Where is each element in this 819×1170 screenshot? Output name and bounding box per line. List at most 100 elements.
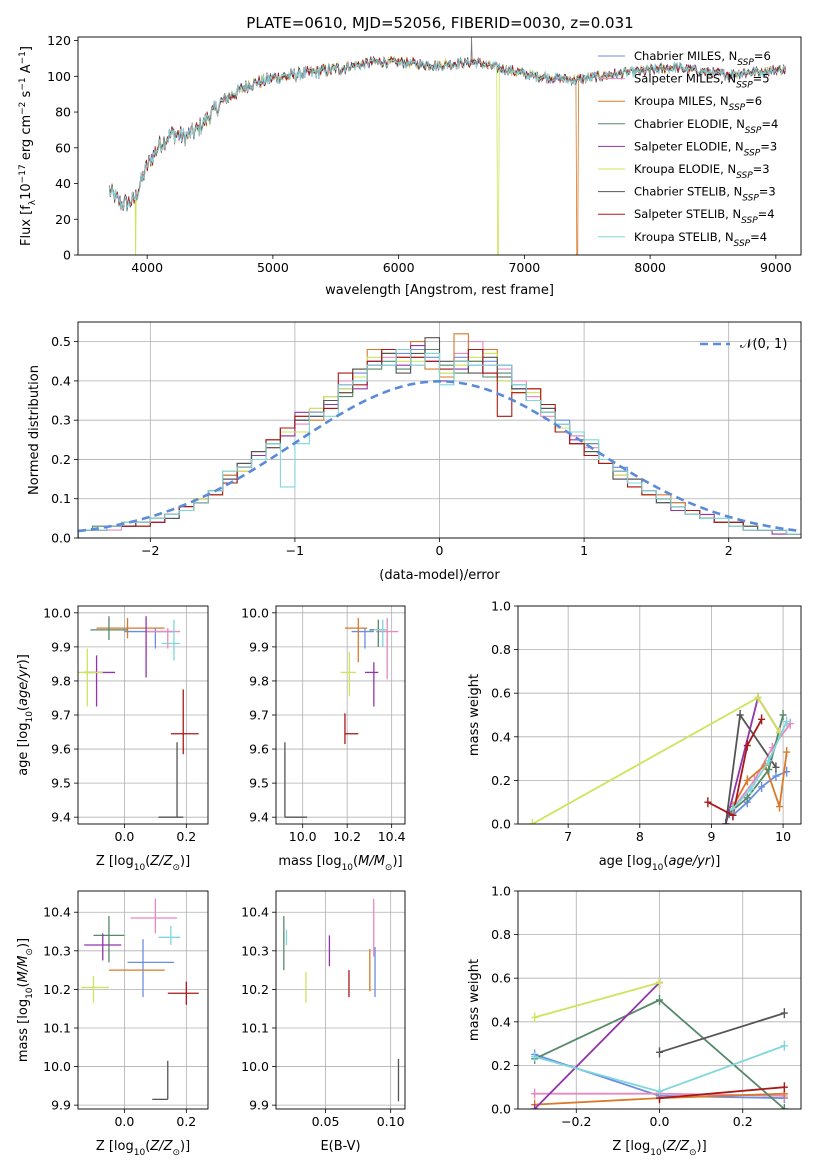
label-part: Chabrier STELIB,	[634, 185, 734, 199]
series-marker	[743, 792, 751, 803]
y-tick-label: 10.3	[43, 943, 71, 958]
label-part: SSP	[742, 194, 759, 204]
label-part: N	[729, 49, 738, 63]
plot-area	[284, 617, 399, 818]
label-part: M/M	[358, 854, 385, 869]
label-part: 10	[134, 863, 146, 873]
label-part: SSP	[734, 239, 751, 249]
series-marker	[722, 819, 730, 824]
y-tick-label: 80	[55, 105, 71, 120]
y-tick-label: 10.2	[241, 982, 269, 997]
errorbar-point	[167, 981, 199, 1005]
label-part: N	[734, 185, 743, 199]
legend-label: Kroupa STELIB, NSSP=4	[634, 230, 767, 249]
errorbar-point	[130, 898, 178, 934]
label-part: (	[145, 1139, 150, 1154]
x-tick-label: 9	[707, 829, 715, 844]
y-tick-label: 9.6	[51, 742, 71, 757]
y-tick-label: 9.7	[51, 708, 71, 723]
chart-mass-vs-metallicity: 0.0 0.29.910.010.110.210.310.4Z [log10(Z/…	[16, 890, 209, 1158]
label-part: ⊙	[172, 1148, 180, 1158]
label-part: SSP	[745, 126, 762, 136]
label-part: Salpeter ELODIE,	[634, 139, 735, 153]
series-line	[728, 714, 784, 814]
y-tick-label: 0.0	[491, 817, 511, 832]
errorbar-point	[127, 939, 174, 998]
errorbar-point	[158, 925, 181, 946]
y-tick-label: 9.9	[51, 639, 71, 654]
label-part: SSP	[744, 148, 761, 158]
x-tick-label: 0.05	[312, 1114, 340, 1129]
y-tick-label: 9.9	[51, 1098, 71, 1113]
y-tick-label: 9.6	[249, 742, 269, 757]
y-tick-label: 1.0	[491, 884, 511, 899]
label-part: =3	[759, 185, 776, 199]
y-tick-label: 0.4	[491, 729, 511, 744]
y-tick-label: 9.9	[249, 639, 269, 654]
series-marker	[754, 692, 762, 703]
label-part: )]	[180, 1139, 190, 1154]
errorbar-point	[78, 648, 103, 707]
label-part: N	[736, 117, 745, 131]
legend-label: Salpeter ELODIE, NSSP=3	[634, 139, 777, 158]
y-tick-label: 0.8	[491, 642, 511, 657]
label-part: age/yr	[668, 854, 711, 869]
y-tick-label: 0.5	[51, 334, 71, 349]
y-tick-label: 0.3	[51, 413, 71, 428]
series-marker	[772, 771, 780, 782]
series-marker	[783, 716, 791, 727]
label-part: Flux [f	[19, 205, 34, 246]
series-line	[659, 1086, 785, 1099]
errorbar-point	[90, 616, 128, 641]
x-tick-label: 9000	[760, 260, 792, 275]
label-part: Z/Z	[149, 854, 173, 869]
errorbar-point	[340, 651, 357, 697]
label-part: N	[727, 162, 736, 176]
label-part: SSP	[736, 171, 753, 181]
chart-spectrum: 4000 5000 6000 7000 8000 9000 0 20 40 60 80 100 120 C…	[18, 33, 802, 298]
label-part: 10	[25, 987, 35, 999]
series-marker	[780, 1082, 788, 1093]
x-axis-label: Z [log10(Z/Z⊙)]	[96, 1139, 190, 1158]
label-part: N	[727, 72, 736, 86]
y-tick-label: 60	[55, 140, 71, 155]
label-part: =4	[750, 230, 767, 244]
label-part: SSP	[736, 81, 753, 91]
label-part: =3	[760, 139, 777, 153]
series-marker	[780, 1040, 788, 1051]
label-part: N	[732, 207, 741, 221]
series-marker	[765, 764, 773, 775]
label-part: Z/Z	[149, 1139, 173, 1154]
y-tick-label: 9.5	[51, 776, 71, 791]
series-line	[732, 723, 792, 810]
errorbar-point	[161, 619, 181, 661]
y-tick-label: 9.8	[249, 673, 269, 688]
series-marker	[531, 1051, 539, 1062]
x-tick-label: −2	[141, 543, 159, 558]
label-part: Z [log	[96, 1139, 134, 1154]
y-tick-label: 0.8	[491, 927, 511, 942]
y-tick-label: 10.1	[241, 1020, 269, 1035]
series-marker	[743, 775, 751, 786]
x-tick-label: 10.2	[333, 829, 361, 844]
legend-label: Kroupa ELODIE, NSSP=3	[634, 162, 770, 181]
label-part: −17	[18, 164, 28, 183]
x-tick-label: 10	[775, 829, 791, 844]
label-part: 10	[342, 863, 354, 873]
x-tick-label: 0.2	[733, 1114, 753, 1129]
y-tick-label: 0.2	[51, 452, 71, 467]
figure-title: PLATE=0610, MJD=52056, FIBERID=0030, z=0…	[246, 14, 633, 32]
label-part: )]	[16, 654, 31, 664]
y-tick-label: 0.1	[51, 491, 71, 506]
x-axis-label: mass [log10(M/M⊙)]	[278, 854, 402, 873]
label-part: A	[19, 64, 34, 77]
label-part: N	[720, 94, 729, 108]
chart-age-vs-mass: 10.0 10.2 10.4 9.4 9.5 9.6 9.7 9.8 9.9 10.0 mass […	[241, 605, 405, 873]
legend-label: Salpeter MILES, NSSP=5	[634, 72, 770, 91]
x-tick-label: 0	[436, 543, 444, 558]
label-part: ⊙	[25, 948, 35, 956]
x-tick-label: 0.0	[114, 829, 134, 844]
label-part: (	[16, 982, 31, 987]
errorbar-point	[146, 628, 181, 649]
